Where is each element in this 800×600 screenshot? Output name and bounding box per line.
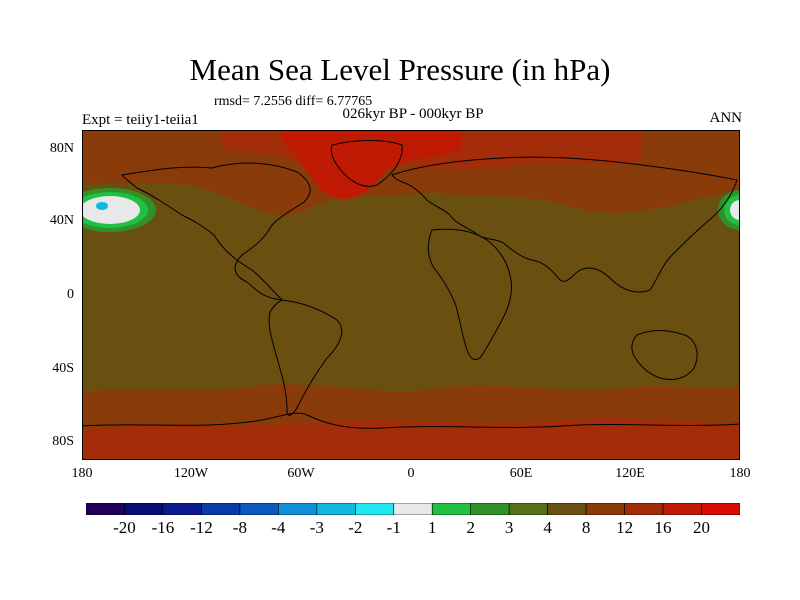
colorbar-swatch [624,503,664,515]
colorbar-swatch [701,503,740,515]
colorbar-label: 8 [581,518,591,537]
lat-label-80s: 80S [52,434,74,449]
colorbar-swatch [547,503,587,515]
antarctica-coast [82,412,740,429]
lon-label-180w: 180 [71,466,93,481]
colorbar-label: 1 [427,518,437,537]
lat-label-40n: 40N [49,213,74,228]
colorbar-swatch [316,503,356,515]
lon-label-0: 0 [407,466,415,481]
lon-label-120w: 120W [173,466,209,481]
lat-label-80n: 80N [49,141,74,156]
south-america-coast [268,299,343,416]
eurasia-coast [391,156,738,293]
colorbar-label: -20 [113,518,136,537]
south-red-band [82,418,740,460]
colorbar-swatch [585,503,625,515]
colorbar-label: 12 [616,518,634,537]
lat-label-0: 0 [67,287,74,302]
coastlines [82,139,740,429]
colorbar-swatch [86,503,125,515]
colorbar-swatch [354,503,395,515]
colorbar [86,503,740,515]
colorbar-label: -1 [386,518,401,537]
colorbar-label: 2 [466,518,475,537]
season-label: ANN [709,110,743,126]
pacific-white-cell-west [82,196,140,224]
colorbar-swatch [162,503,202,515]
experiment-label: Expt = teiiy1-teiia1 [82,112,199,128]
rmsd-stats: rmsd= 7.2556 diff= 6.77765 [214,94,373,109]
colorbar-label: 16 [654,518,672,537]
colorbar-label: 3 [504,518,514,537]
colorbar-label: 20 [693,518,711,537]
colorbar-swatch [278,503,318,515]
colorbar-label: -2 [348,518,363,537]
north-america-coast [121,162,311,301]
africa-coast [427,228,513,361]
colorbar-swatch [201,503,241,515]
colorbar-swatch [662,503,702,515]
pressure-map [82,130,740,460]
plot-title: Mean Sea Level Pressure (in hPa) [189,52,611,87]
colorbar-swatch [124,503,164,515]
colorbar-swatch [393,503,433,515]
greenland-coast [330,139,403,187]
colorbar-label: 4 [543,518,552,537]
lon-label-120e: 120E [615,466,645,481]
colorbar-swatch [239,503,279,515]
north-atlantic-max [282,130,462,199]
map-frame [82,130,740,460]
pacific-cyan-cell-west [96,202,108,210]
period-label: 026kyr BP - 000kyr BP [342,106,484,122]
lat-label-40s: 40S [52,361,74,376]
colorbar-label: -3 [309,518,324,537]
lon-label-60w: 60W [287,466,315,481]
colorbar-label: -8 [232,518,247,537]
colorbar-swatch [470,503,510,515]
colorbar-label: -12 [190,518,213,537]
pacific-white-cell-east [730,200,740,220]
colorbar-label: -16 [151,518,175,537]
lon-label-60e: 60E [509,466,533,481]
colorbar-swatch [508,503,548,515]
lon-label-180e: 180 [729,466,751,481]
colorbar-label: -4 [271,518,286,537]
australia-coast [631,330,698,381]
colorbar-swatch [431,503,472,515]
